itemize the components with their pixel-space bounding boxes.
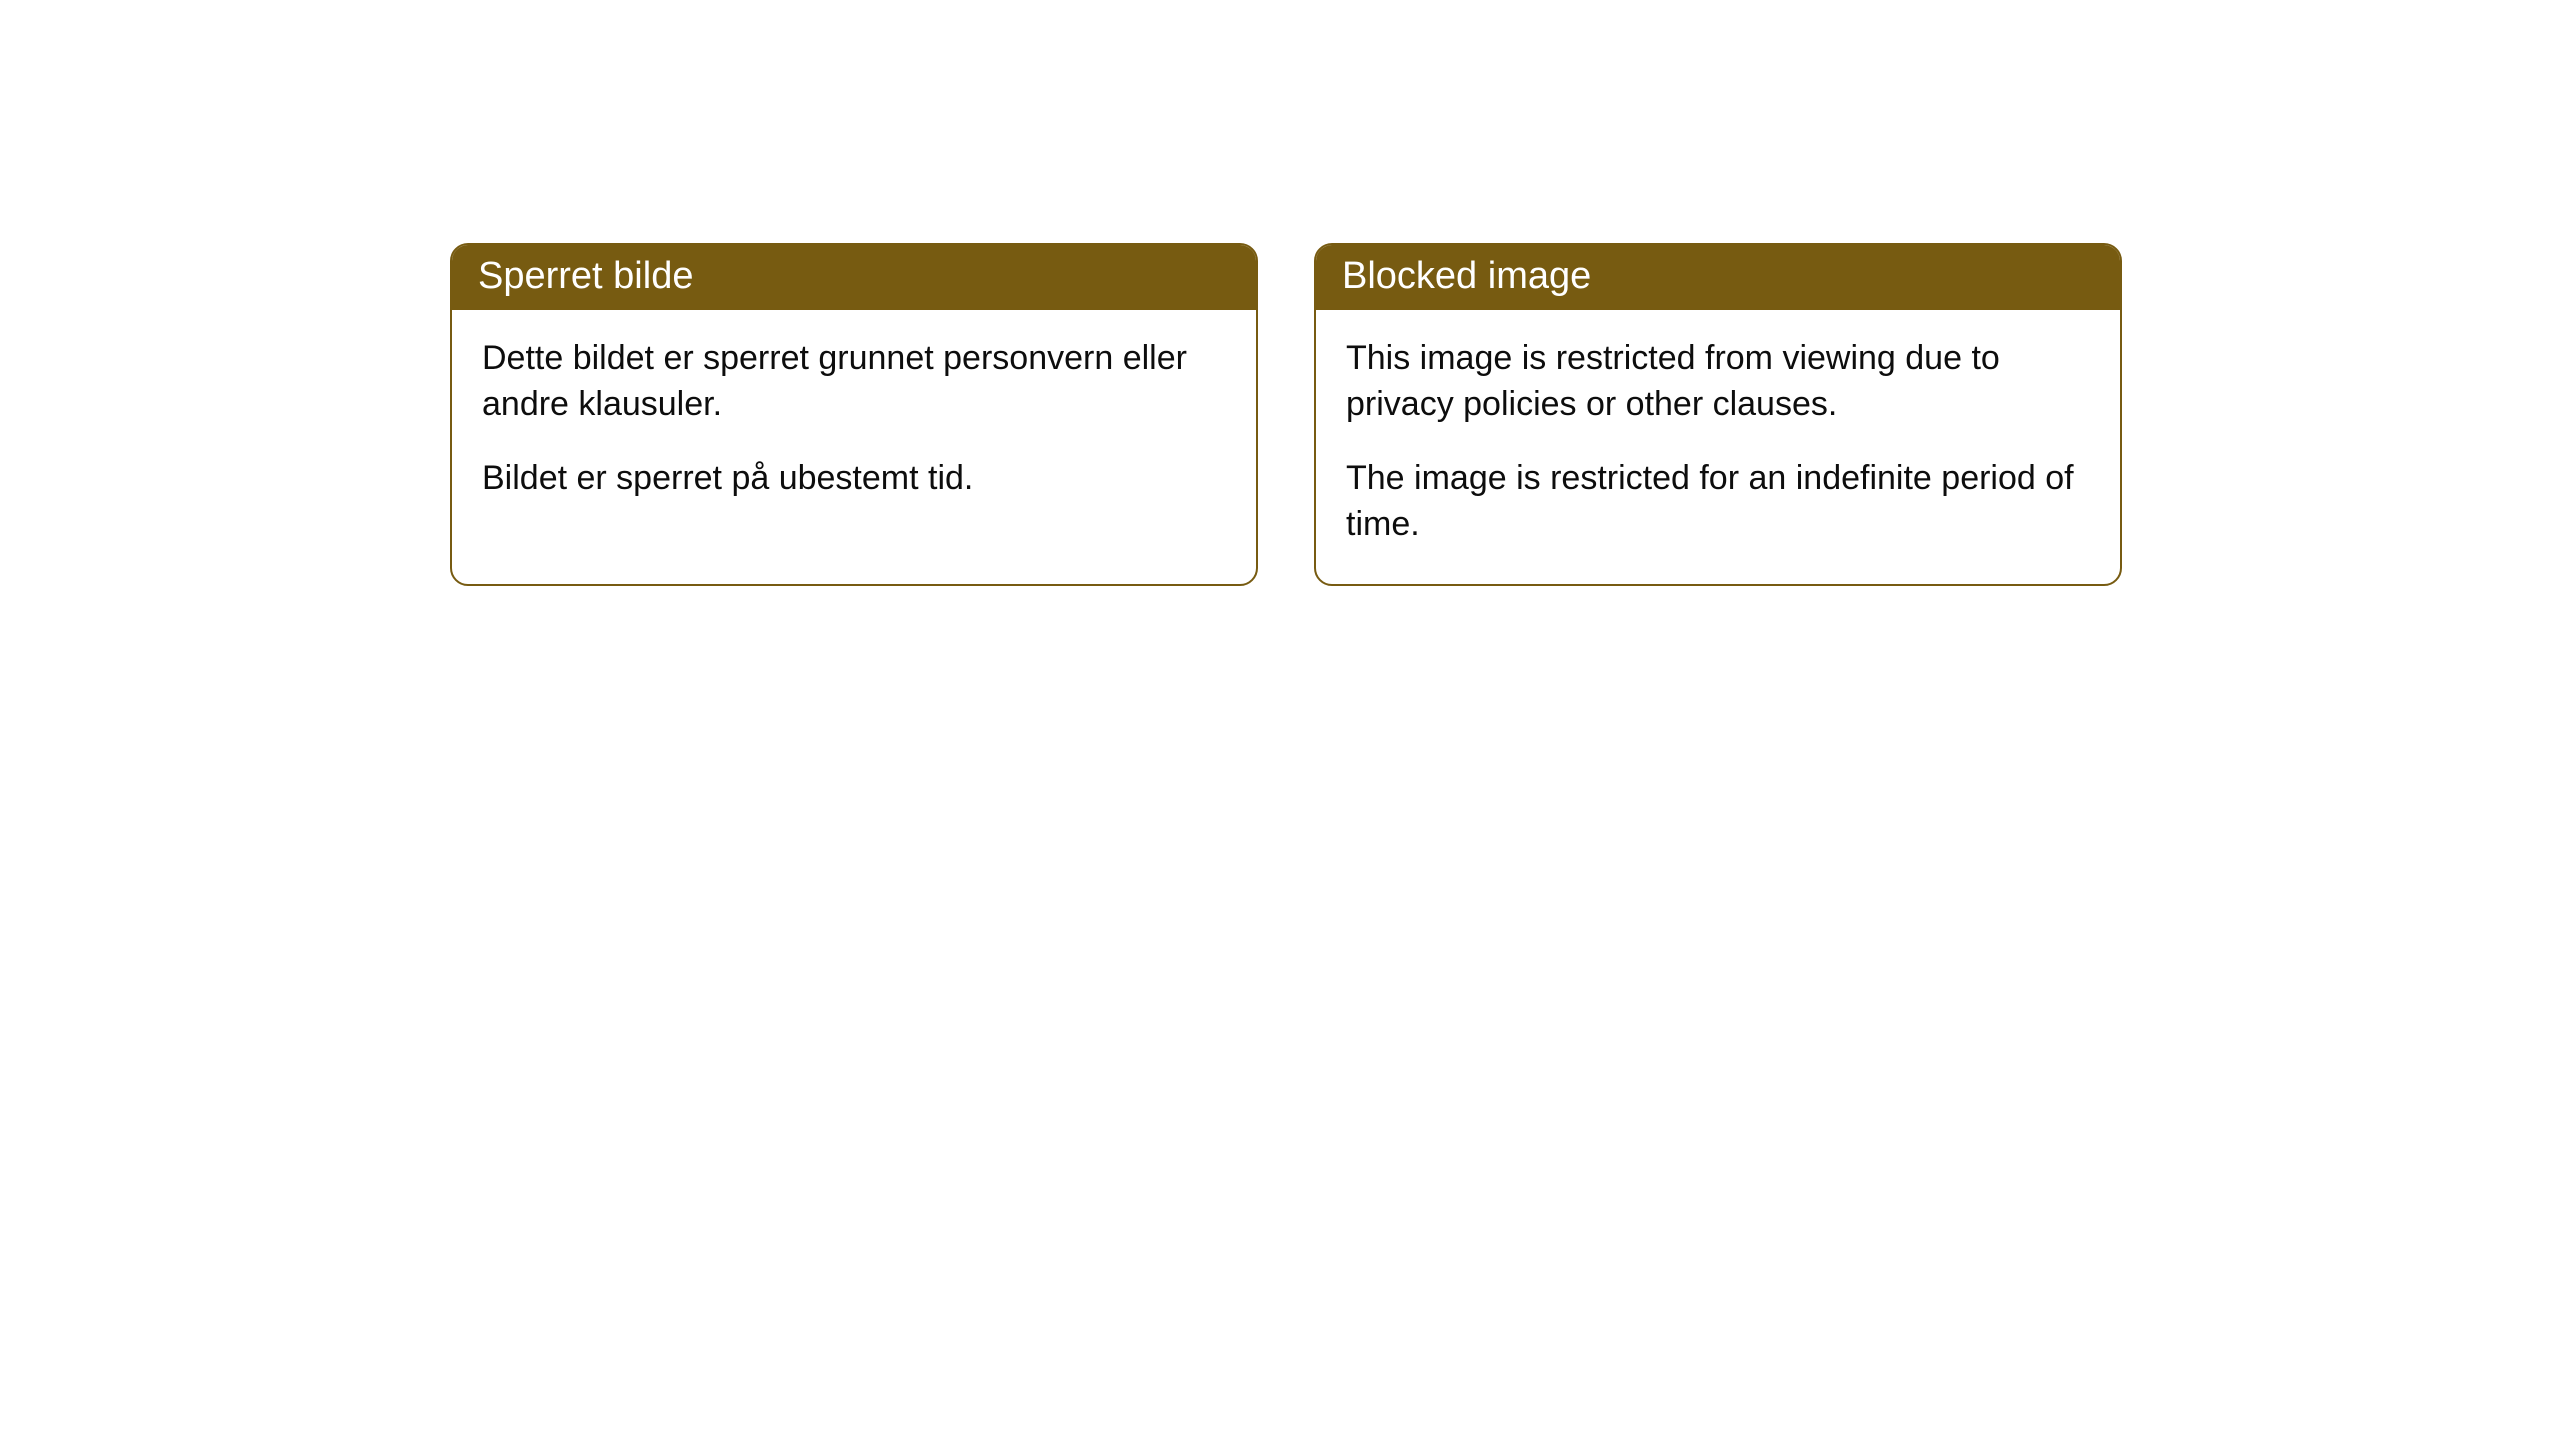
notice-text-line2: Bildet er sperret på ubestemt tid.	[482, 456, 1226, 502]
notice-card-english: Blocked image This image is restricted f…	[1314, 243, 2122, 586]
card-header: Sperret bilde	[452, 245, 1256, 310]
card-body: This image is restricted from viewing du…	[1316, 310, 2120, 584]
card-header: Blocked image	[1316, 245, 2120, 310]
notice-text-line1: This image is restricted from viewing du…	[1346, 336, 2090, 428]
notice-text-line2: The image is restricted for an indefinit…	[1346, 456, 2090, 548]
notice-cards-container: Sperret bilde Dette bildet er sperret gr…	[450, 243, 2122, 586]
notice-text-line1: Dette bildet er sperret grunnet personve…	[482, 336, 1226, 428]
card-body: Dette bildet er sperret grunnet personve…	[452, 310, 1256, 538]
notice-card-norwegian: Sperret bilde Dette bildet er sperret gr…	[450, 243, 1258, 586]
